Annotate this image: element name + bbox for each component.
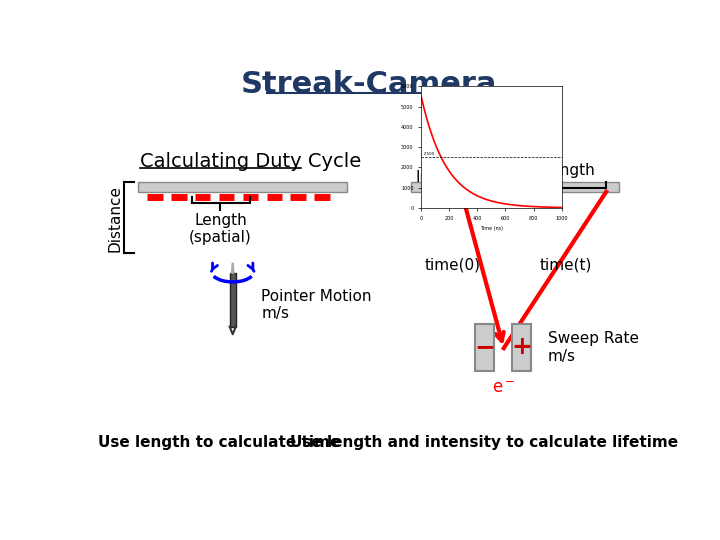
Bar	[138, 182, 348, 192]
Text: Calculating Duty Cycle: Calculating Duty Cycle	[140, 152, 361, 171]
Text: Sweep Rate
m/s: Sweep Rate m/s	[548, 331, 639, 363]
Text: Use length and intensity to calculate lifetime: Use length and intensity to calculate li…	[290, 435, 678, 450]
Text: −: −	[474, 335, 495, 360]
Text: Streak-Camera: Streak-Camera	[240, 70, 498, 98]
Text: Intensity: Intensity	[415, 171, 482, 186]
Text: Use length to calculate time: Use length to calculate time	[98, 435, 340, 450]
Text: +: +	[511, 335, 532, 360]
Bar	[230, 273, 235, 327]
Text: Distance: Distance	[107, 185, 122, 252]
Text: Length: Length	[542, 163, 595, 178]
Bar	[411, 182, 619, 192]
Bar	[512, 323, 531, 372]
Text: Length
(spatial): Length (spatial)	[189, 213, 252, 245]
X-axis label: Time (ns): Time (ns)	[480, 226, 503, 231]
Text: Pointer Motion
m/s: Pointer Motion m/s	[261, 289, 372, 321]
Text: - 2500: - 2500	[421, 152, 434, 156]
Text: time(t): time(t)	[539, 258, 592, 273]
Bar	[475, 323, 494, 372]
Text: time(0): time(0)	[424, 258, 480, 273]
Text: e$^-$: e$^-$	[492, 379, 516, 397]
